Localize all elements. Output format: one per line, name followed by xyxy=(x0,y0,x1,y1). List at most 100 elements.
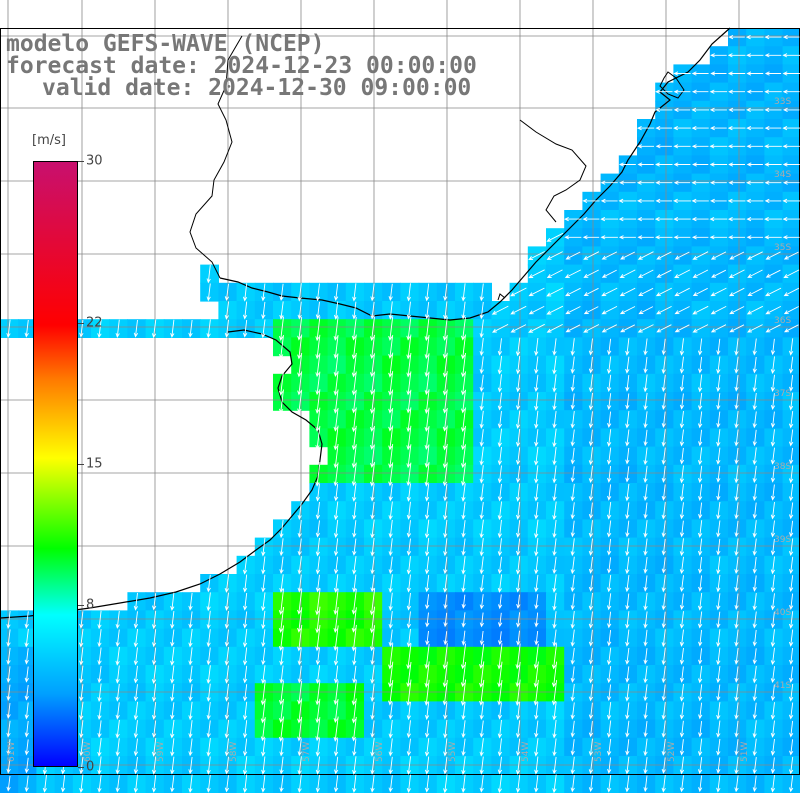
wind-arrow xyxy=(656,305,672,315)
wind-arrow xyxy=(510,324,527,333)
wind-arrow xyxy=(278,606,285,634)
wind-arrow xyxy=(170,719,175,739)
wind-arrow xyxy=(170,319,175,338)
wind-arrow xyxy=(734,666,739,683)
wind-arrow xyxy=(351,624,357,652)
wind-arrow xyxy=(442,371,448,396)
wind-arrow xyxy=(770,338,776,356)
wind-arrow xyxy=(297,624,303,652)
wind-arrow xyxy=(770,629,776,648)
longitude-label: 52W xyxy=(667,742,677,762)
wind-arrow xyxy=(764,198,782,204)
wind-arrow xyxy=(515,574,521,593)
wind-arrow xyxy=(728,107,745,113)
wind-arrow xyxy=(606,520,612,538)
longitude-label: 61W xyxy=(7,742,17,762)
wind-arrow xyxy=(747,287,763,296)
longitude-label: 55W xyxy=(448,742,458,762)
wind-arrow xyxy=(752,392,757,411)
wind-arrow xyxy=(460,316,466,341)
wind-arrow xyxy=(170,592,175,611)
wind-arrow xyxy=(551,643,558,670)
wind-arrow xyxy=(711,269,727,278)
wind-arrow xyxy=(370,283,375,302)
wind-arrow xyxy=(388,501,393,521)
wind-arrow xyxy=(752,538,757,556)
wind-arrow xyxy=(764,53,782,58)
wind-arrow xyxy=(278,698,284,724)
wind-arrow xyxy=(479,574,484,593)
wind-arrow xyxy=(788,556,794,575)
wind-arrow xyxy=(279,283,284,302)
wind-arrow xyxy=(315,389,321,414)
wind-arrow xyxy=(534,556,539,575)
wind-arrow xyxy=(679,575,685,592)
wind-arrow xyxy=(625,429,630,447)
wind-arrow xyxy=(97,319,102,339)
wind-arrow xyxy=(570,538,575,557)
wind-arrow xyxy=(679,411,685,429)
wind-arrow xyxy=(443,283,448,302)
wind-arrow xyxy=(697,447,703,466)
wind-arrow xyxy=(479,283,484,302)
wind-arrow xyxy=(673,216,691,222)
wind-arrow xyxy=(370,738,375,757)
wind-arrow xyxy=(297,698,303,724)
wind-arrow xyxy=(315,501,321,520)
wind-arrow xyxy=(460,371,466,396)
wind-arrow xyxy=(278,316,284,341)
wind-arrow xyxy=(279,519,284,539)
wind-arrow xyxy=(716,629,721,648)
wind-arrow xyxy=(765,269,781,278)
wind-arrow xyxy=(479,465,484,484)
wind-arrow xyxy=(552,738,557,757)
wind-arrow xyxy=(727,71,746,76)
colorbar-tick-label: 15 xyxy=(86,456,103,472)
wind-arrow xyxy=(297,588,303,615)
wind-arrow xyxy=(279,738,284,757)
wind-arrow xyxy=(352,574,357,593)
wind-arrow xyxy=(619,306,636,315)
wind-arrow xyxy=(424,643,430,670)
wind-arrow xyxy=(691,180,709,185)
wind-arrow xyxy=(333,556,339,575)
wind-arrow xyxy=(133,319,139,338)
wind-arrow xyxy=(564,269,582,278)
wind-arrow xyxy=(528,269,545,279)
wind-arrow xyxy=(388,756,393,775)
wind-arrow xyxy=(638,287,654,296)
wind-arrow xyxy=(297,520,302,538)
wind-arrow xyxy=(606,647,612,666)
wind-arrow xyxy=(546,305,564,315)
wind-arrow xyxy=(315,353,321,378)
wind-arrow xyxy=(673,89,691,94)
wind-arrow xyxy=(460,352,466,378)
wind-arrow xyxy=(752,447,757,466)
wind-arrow xyxy=(765,324,781,333)
wind-arrow xyxy=(716,393,721,411)
wind-arrow xyxy=(297,316,303,341)
wind-arrow xyxy=(607,411,612,429)
wind-arrow xyxy=(734,447,739,465)
wind-arrow xyxy=(333,425,339,451)
wind-arrow xyxy=(546,287,564,297)
wind-arrow xyxy=(697,538,703,556)
wind-arrow xyxy=(746,53,764,58)
wind-arrow xyxy=(443,483,448,502)
wind-arrow xyxy=(716,757,721,774)
wind-arrow xyxy=(552,519,557,539)
wind-arrow xyxy=(770,774,776,793)
wind-arrow xyxy=(655,107,673,113)
wind-arrow xyxy=(406,483,412,502)
wind-arrow xyxy=(606,720,612,738)
wind-arrow xyxy=(133,628,139,648)
wind-arrow xyxy=(638,306,654,315)
wind-arrow xyxy=(188,611,193,629)
wind-arrow xyxy=(406,301,411,320)
wind-arrow xyxy=(716,484,721,501)
wind-arrow xyxy=(588,429,594,447)
wind-arrow xyxy=(570,483,575,502)
wind-arrow xyxy=(6,703,11,719)
wind-arrow xyxy=(643,447,648,465)
wind-arrow xyxy=(460,389,466,414)
